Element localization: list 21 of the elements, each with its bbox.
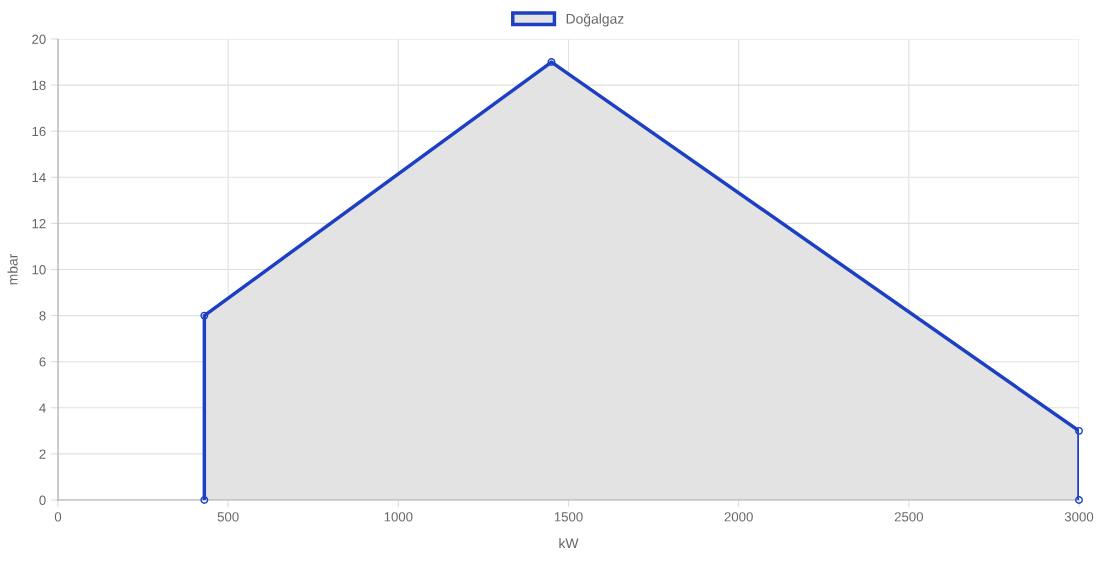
y-tick-label: 10	[32, 265, 46, 275]
legend-label: Doğalgaz	[566, 13, 624, 27]
y-tick-label: 2	[39, 449, 46, 459]
y-tick-label: 16	[32, 126, 46, 137]
x-tick-label: 0	[54, 512, 62, 522]
x-tick-label: 500	[217, 512, 239, 522]
y-tick-label: 20	[32, 34, 46, 44]
x-tick-label: 1500	[554, 512, 583, 522]
y-tick-label: 4	[39, 403, 46, 413]
y-tick-label: 0	[39, 495, 46, 505]
x-axis-title: kW	[559, 537, 579, 549]
y-tick-label: 6	[39, 357, 46, 367]
x-tick-label: 2000	[724, 512, 753, 522]
x-tick-label: 3000	[1064, 512, 1094, 522]
x-tick-label: 2500	[894, 512, 923, 522]
y-tick-label: 14	[32, 173, 46, 183]
x-tick-label: 1000	[384, 512, 413, 522]
y-tick-label: 12	[32, 218, 46, 229]
y-tick-label: 8	[39, 311, 46, 321]
y-axis-title: mbar	[7, 253, 18, 285]
y-tick-label: 18	[32, 80, 46, 91]
